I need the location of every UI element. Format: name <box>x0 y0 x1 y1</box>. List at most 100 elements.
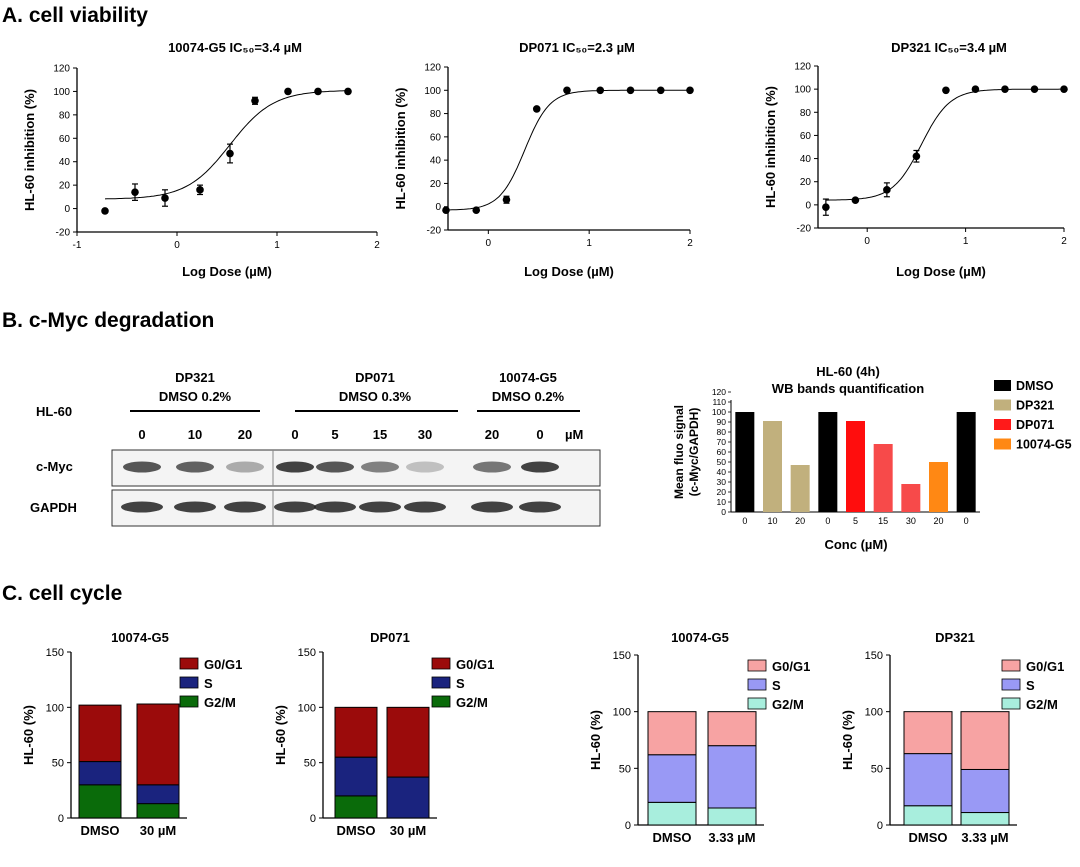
x-tick-label: 5 <box>853 516 858 526</box>
legend-swatch <box>431 657 451 670</box>
stacked-bar-segment <box>960 768 1010 814</box>
y-tick-label: 40 <box>430 156 442 167</box>
gapdh-band <box>224 501 266 513</box>
gapdh-band <box>314 501 356 513</box>
x-tick-label: 3.33 µM <box>961 830 1008 845</box>
chart-title: 10074-G5 <box>671 630 729 645</box>
y-tick-label: 80 <box>717 427 727 437</box>
y-tick-label: 100 <box>53 87 70 98</box>
section-b-title: B. c-Myc degradation <box>2 309 214 332</box>
y-tick-label: 0 <box>721 507 726 517</box>
y-axis-label-2: (c-Myc/GAPDH) <box>687 408 701 497</box>
bar <box>929 462 948 512</box>
y-tick-label: 0 <box>805 200 811 211</box>
y-axis-label: HL-60 inhibition (%) <box>22 89 37 211</box>
chart-title: DP321 IC₅₀=3.4 µM <box>891 40 1007 55</box>
cmyc-band <box>123 461 161 473</box>
cell-cycle-chart-dp071: DP071 0 50 100 150 HL-60 (%) DMSO 30 µM G0/G1 S G2… <box>273 630 494 838</box>
x-tick-label: 3.33 µM <box>708 830 755 845</box>
y-tick-label: 50 <box>717 457 727 467</box>
legend-label: DP071 <box>1016 418 1054 432</box>
y-tick-label: 20 <box>717 487 727 497</box>
gapdh-band <box>174 501 216 513</box>
gapdh-band <box>519 501 561 513</box>
legend-label: S <box>204 676 213 691</box>
blot-lane-labels: 0 10 20 0 5 15 30 20 0 <box>138 427 543 442</box>
x-tick-label: DMSO <box>653 830 692 845</box>
data-point <box>851 196 860 205</box>
data-point <box>131 188 139 196</box>
stacked-bar-segment <box>386 776 430 819</box>
chart-title: HL-60 (4h) <box>816 364 880 379</box>
y-tick-label: 80 <box>800 108 812 119</box>
y-tick-label: 40 <box>59 157 71 168</box>
western-blot: HL-60 DP321 DMSO 0.2% DP071 DMSO 0.3% 10… <box>30 370 601 527</box>
x-tick-label: 2 <box>374 240 380 251</box>
y-tick-label: 70 <box>717 437 727 447</box>
cmyc-band <box>361 461 399 473</box>
x-tick-label: DMSO <box>909 830 948 845</box>
stacked-bar-segment <box>960 711 1010 770</box>
data-point <box>596 86 605 95</box>
stacked-bar-segment <box>903 711 953 755</box>
y-tick-label: 150 <box>298 647 316 659</box>
gapdh-band <box>471 501 513 513</box>
chart-title: 10074-G5 IC₅₀=3.4 µM <box>168 40 302 55</box>
stacked-bar-segment <box>78 784 122 819</box>
y-tick-label: 100 <box>865 707 883 719</box>
y-tick-label: 100 <box>298 702 316 714</box>
x-tick-label: 30 µM <box>140 823 176 838</box>
bar <box>873 444 893 512</box>
y-tick-label: 20 <box>800 177 812 188</box>
cmyc-band <box>176 461 214 473</box>
cell-cycle-chart-dp321: DP321 0 50 100 150 HL-60 (%) DMSO 3.33 µM G0/G1 S… <box>840 630 1064 845</box>
y-tick-label: 50 <box>619 763 631 775</box>
bar <box>790 465 810 512</box>
legend-label: S <box>1026 678 1035 693</box>
y-tick-label: 100 <box>424 86 441 97</box>
x-tick-label: 0 <box>964 516 969 526</box>
y-tick-label: 0 <box>310 813 316 825</box>
legend-swatch <box>431 676 451 689</box>
stacked-bar-segment <box>707 711 757 747</box>
cell-cycle-chart-10074-g5-333um: 10074-G5 0 50 100 150 HL-60 (%) DMSO 3.33 µM G0/… <box>588 630 810 845</box>
y-tick-label: 60 <box>800 131 812 142</box>
blot-lane-label: 30 <box>418 427 432 442</box>
x-tick-label: 1 <box>586 238 592 249</box>
bar <box>846 421 865 512</box>
y-tick-label: 20 <box>59 181 71 192</box>
stacked-bar-segment <box>136 784 180 805</box>
legend-swatch <box>179 676 199 689</box>
y-tick-label: 0 <box>877 820 883 832</box>
data-point <box>532 105 541 113</box>
legend-swatch <box>179 657 199 670</box>
blot-lane-label: 0 <box>291 427 298 442</box>
cell-cycle-chart-10074-g5-30um: 10074-G5 0 50 100 150 HL-60 (%) DMSO 30 µM G0/G1… <box>21 630 242 838</box>
data-point <box>971 85 980 93</box>
data-point <box>1001 85 1009 93</box>
x-tick-label: 1 <box>963 236 969 247</box>
y-tick-label: 50 <box>871 763 883 775</box>
cmyc-band <box>226 461 264 473</box>
y-tick-label: 40 <box>800 154 812 165</box>
blot-row-cmyc: c-Myc <box>36 459 73 474</box>
y-tick-label: 0 <box>58 813 64 825</box>
legend-swatch <box>1001 697 1021 710</box>
stacked-bar-segment <box>78 761 122 786</box>
x-tick-label: 0 <box>864 236 870 247</box>
section-c-title: C. cell cycle <box>2 582 122 605</box>
y-tick-label: 0 <box>435 202 441 213</box>
x-tick-label: -1 <box>73 240 82 251</box>
y-axis-label: HL-60 inhibition (%) <box>393 87 408 209</box>
gapdh-band <box>274 501 316 513</box>
x-axis-label: Log Dose (µM) <box>524 264 614 279</box>
legend-label: G0/G1 <box>204 657 242 672</box>
legend-label: G0/G1 <box>772 659 810 674</box>
blot-lane-label: 0 <box>536 427 543 442</box>
y-tick-label: 100 <box>46 702 64 714</box>
cmyc-band <box>276 461 314 473</box>
legend-swatch <box>747 697 767 710</box>
y-tick-label: -20 <box>797 224 812 235</box>
x-tick-label: 1 <box>274 240 280 251</box>
